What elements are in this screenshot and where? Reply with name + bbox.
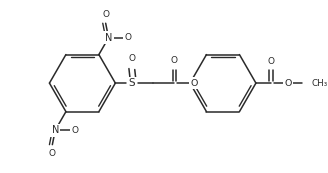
Text: O: O: [49, 149, 56, 158]
Text: O: O: [71, 126, 78, 135]
Text: O: O: [171, 56, 178, 65]
Text: S: S: [129, 78, 135, 88]
Text: O: O: [124, 33, 132, 42]
Text: O: O: [284, 79, 292, 88]
Text: O: O: [128, 54, 135, 63]
Text: O: O: [102, 10, 109, 19]
Text: N: N: [105, 33, 112, 43]
Text: O: O: [268, 57, 275, 66]
Text: O: O: [190, 79, 197, 88]
Text: N: N: [51, 125, 59, 135]
Text: CH₃: CH₃: [311, 79, 327, 88]
